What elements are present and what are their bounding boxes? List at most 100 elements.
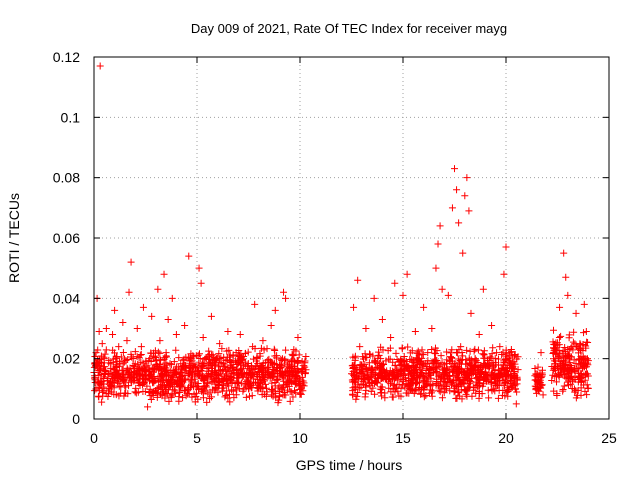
data-point	[270, 345, 278, 353]
data-point	[286, 373, 294, 381]
data-point	[231, 383, 239, 391]
data-point	[563, 365, 571, 373]
data-point	[168, 372, 176, 380]
data-point	[221, 393, 229, 401]
data-point	[229, 387, 237, 395]
data-point	[453, 186, 461, 194]
data-point	[400, 364, 408, 372]
data-point	[105, 385, 113, 393]
data-point	[485, 394, 493, 402]
data-point	[137, 343, 145, 351]
data-point	[560, 367, 568, 375]
data-point	[462, 356, 470, 364]
data-points	[90, 62, 592, 411]
data-point	[494, 355, 502, 363]
data-point	[361, 393, 369, 401]
data-point	[215, 350, 223, 358]
data-point	[191, 398, 199, 406]
data-point	[217, 354, 225, 362]
data-point	[388, 370, 396, 378]
data-point	[264, 363, 272, 371]
data-point	[195, 359, 203, 367]
data-point	[351, 383, 359, 391]
data-point	[562, 273, 570, 281]
data-point	[186, 370, 194, 378]
data-point	[163, 361, 171, 369]
data-point	[499, 348, 507, 356]
data-point	[491, 366, 499, 374]
data-point	[434, 240, 442, 248]
data-point	[389, 393, 397, 401]
data-point	[404, 343, 412, 351]
data-point	[302, 366, 310, 374]
data-point	[152, 361, 160, 369]
data-point	[475, 387, 483, 395]
data-point	[568, 372, 576, 380]
data-point	[159, 376, 167, 384]
data-point	[147, 395, 155, 403]
data-point	[510, 358, 518, 366]
data-point	[208, 364, 216, 372]
data-point	[471, 345, 479, 353]
data-point	[551, 367, 559, 375]
data-point	[379, 374, 387, 382]
data-point	[489, 344, 497, 352]
data-point	[420, 393, 428, 401]
data-point	[420, 303, 428, 311]
data-point	[578, 356, 586, 364]
data-point	[466, 383, 474, 391]
data-point	[136, 351, 144, 359]
data-point	[405, 381, 413, 389]
data-point	[262, 369, 270, 377]
data-point	[254, 387, 262, 395]
data-point	[424, 357, 432, 365]
data-point	[352, 372, 360, 380]
data-point	[392, 349, 400, 357]
data-point	[415, 379, 423, 387]
data-point	[271, 306, 279, 314]
data-point	[285, 360, 293, 368]
data-point	[445, 372, 453, 380]
data-point	[232, 349, 240, 357]
data-point	[182, 361, 190, 369]
data-point	[227, 375, 235, 383]
data-point	[262, 384, 270, 392]
data-point	[260, 346, 268, 354]
data-point	[236, 331, 244, 339]
data-point	[504, 372, 512, 380]
data-point	[361, 381, 369, 389]
data-point	[380, 368, 388, 376]
data-point	[157, 390, 165, 398]
data-point	[226, 357, 234, 365]
data-point	[285, 376, 293, 384]
data-point	[414, 356, 422, 364]
data-point	[153, 393, 161, 401]
data-point	[353, 392, 361, 400]
data-point	[488, 350, 496, 358]
data-point	[457, 343, 465, 351]
data-point	[495, 367, 503, 375]
data-point	[572, 394, 580, 402]
data-point	[491, 387, 499, 395]
data-point	[119, 349, 127, 357]
data-point	[463, 174, 471, 182]
data-point	[356, 343, 364, 351]
data-point	[409, 375, 417, 383]
data-point	[474, 366, 482, 374]
data-point	[230, 394, 238, 402]
data-point	[269, 386, 277, 394]
data-point	[180, 386, 188, 394]
data-point	[350, 303, 358, 311]
data-point	[436, 388, 444, 396]
data-point	[280, 288, 288, 296]
data-point	[167, 392, 175, 400]
data-point	[448, 354, 456, 362]
data-point	[294, 367, 302, 375]
data-point	[352, 379, 360, 387]
data-point	[151, 365, 159, 373]
data-point	[354, 276, 362, 284]
data-point	[180, 355, 188, 363]
data-point	[440, 361, 448, 369]
data-point	[351, 354, 359, 362]
data-point	[134, 360, 142, 368]
